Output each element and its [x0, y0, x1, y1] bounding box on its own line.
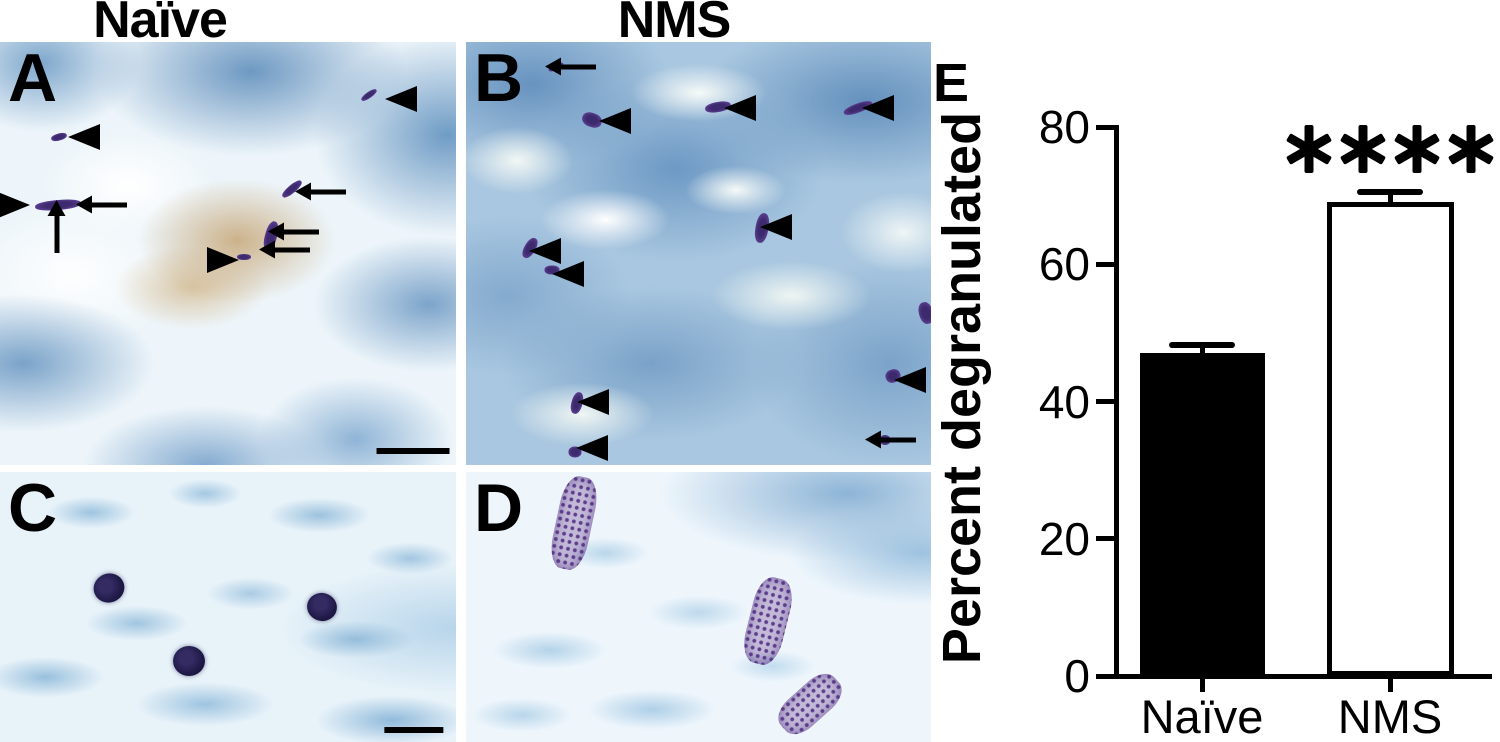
mast-cell — [236, 253, 251, 260]
arrowhead-left-icon — [575, 435, 608, 462]
arrow-left-icon — [544, 57, 596, 76]
panel-label-a: A — [8, 42, 58, 116]
significance-asterisks — [1282, 125, 1498, 173]
arrowhead-left-icon — [760, 213, 793, 240]
error-bar-stem — [1387, 192, 1393, 207]
y-tick — [1096, 399, 1114, 404]
scale-bar — [383, 726, 444, 733]
annotation-layer-b — [466, 42, 931, 465]
y-tick-label: 20 — [1038, 512, 1090, 565]
arrowhead-right-icon — [207, 246, 240, 273]
mast-cell — [544, 265, 560, 275]
asterisk-icon — [1447, 125, 1495, 173]
x-axis-line — [1114, 674, 1492, 679]
arrowhead-right-icon — [0, 191, 30, 218]
micrograph-panel-a: A — [0, 42, 456, 465]
panel-label-d: D — [474, 472, 524, 546]
error-bar-cap — [1357, 189, 1423, 196]
mast-cell — [173, 646, 206, 676]
column-title-nms: NMS — [617, 0, 732, 49]
bar-naive — [1139, 353, 1265, 676]
panel-label-b: B — [474, 42, 524, 116]
arrow-left-icon — [865, 430, 917, 449]
arrowhead-left-icon — [552, 260, 585, 287]
y-tick-label: 80 — [1038, 101, 1090, 153]
y-tick — [1096, 536, 1114, 542]
asterisk-icon — [1339, 125, 1387, 173]
y-tick — [1096, 261, 1114, 267]
arrow-left-icon — [76, 195, 128, 214]
error-bar-cap — [1169, 341, 1235, 348]
arrowhead-left-icon — [529, 237, 562, 264]
y-tick — [1096, 673, 1114, 679]
arrowhead-left-icon — [385, 86, 418, 113]
y-tick — [1096, 124, 1114, 130]
panel-label-c: C — [8, 472, 58, 546]
y-tick-label: 60 — [1038, 238, 1090, 291]
bar-nms — [1326, 202, 1454, 676]
micrograph-panel-d: D — [466, 472, 931, 742]
x-tick-label: Naïve — [1140, 690, 1264, 742]
error-bar-stem — [1199, 344, 1205, 358]
arrowhead-left-icon — [68, 124, 101, 151]
arrow-left-icon — [267, 222, 319, 241]
column-title-naive: Naïve — [93, 0, 228, 49]
arrowhead-left-icon — [724, 94, 757, 121]
micrograph-panel-b: B — [466, 42, 931, 465]
arrowhead-left-icon — [598, 108, 631, 135]
arrowhead-left-icon — [894, 367, 927, 394]
asterisk-icon — [1393, 125, 1441, 173]
x-tick — [1387, 679, 1393, 692]
arrowhead-left-icon — [576, 388, 609, 415]
arrow-left-icon — [258, 240, 310, 259]
annotation-layer-a — [0, 42, 456, 465]
y-axis-title: Percent degranulated — [932, 111, 992, 665]
arrow-left-icon — [295, 182, 347, 201]
x-tick-label: NMS — [1337, 690, 1443, 742]
scale-bar — [376, 447, 450, 454]
arrow-up-icon — [47, 200, 66, 254]
y-tick-label: 40 — [1038, 375, 1090, 428]
asterisk-icon — [1285, 125, 1333, 173]
annotation-layer-c — [0, 472, 456, 742]
arrowhead-left-icon — [861, 94, 894, 121]
y-axis-line — [1114, 125, 1119, 678]
micrograph-panel-c: C — [0, 472, 456, 742]
x-tick — [1199, 679, 1205, 692]
y-tick-label: 0 — [1064, 650, 1090, 702]
panel-label-e: E — [933, 53, 970, 113]
mast-cell — [568, 446, 582, 458]
